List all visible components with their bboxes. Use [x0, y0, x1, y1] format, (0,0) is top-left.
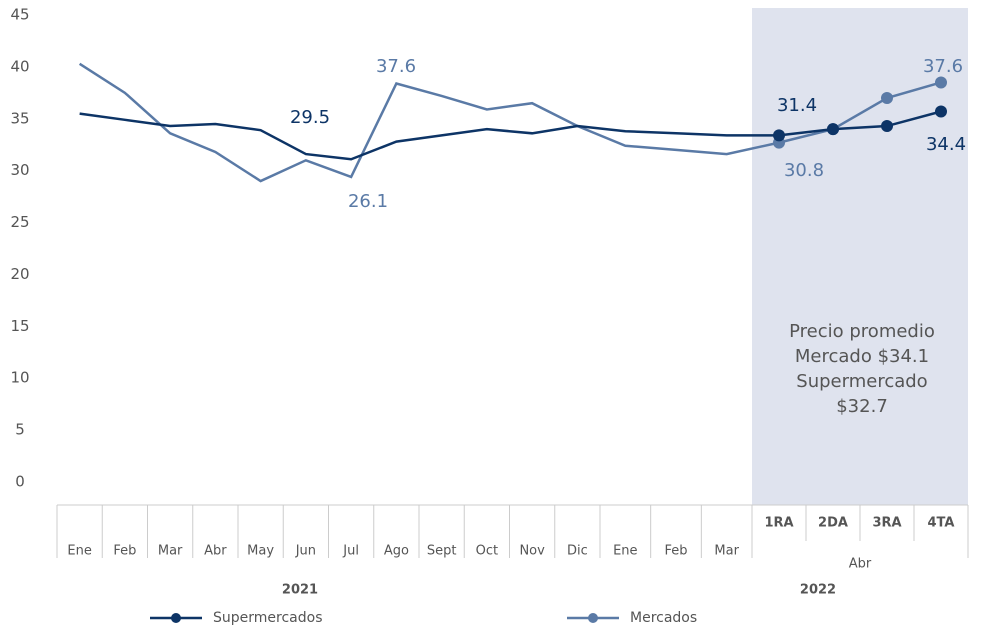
point-marker — [881, 120, 893, 133]
legend-label: Mercados — [630, 610, 697, 626]
x-tick-label: Ene — [613, 544, 637, 559]
x-tick-label: Mar — [714, 544, 739, 559]
data-annotation: 34.4 — [926, 134, 966, 155]
year-label: 2021 — [282, 583, 318, 598]
highlight-note: Precio promedio — [789, 321, 935, 342]
legend-marker — [588, 613, 598, 623]
x-tick-label: Feb — [113, 544, 136, 559]
data-annotation: 37.6 — [376, 56, 416, 77]
highlight-region — [752, 8, 968, 505]
y-tick-label: 20 — [10, 265, 29, 283]
x-tick-label: Mar — [158, 544, 183, 559]
data-annotation: 30.8 — [784, 160, 824, 181]
x-tick-label: Feb — [664, 544, 687, 559]
y-tick-label: 0 — [15, 473, 25, 491]
point-marker — [935, 105, 947, 118]
x-tick-label: Abr — [204, 544, 227, 559]
data-annotation: 29.5 — [290, 107, 330, 128]
point-marker — [881, 92, 893, 105]
x-tick-label: 4TA — [928, 516, 955, 531]
year-label: 2022 — [800, 583, 836, 598]
legend-label: Supermercados — [213, 610, 323, 626]
highlight-note: $32.7 — [836, 396, 888, 417]
y-tick-label: 25 — [10, 213, 29, 231]
y-tick-label: 10 — [10, 369, 29, 387]
sub-group-label: Abr — [849, 557, 872, 572]
y-tick-label: 5 — [15, 421, 25, 439]
x-tick-label: Ago — [384, 544, 409, 559]
x-tick-label: Dic — [567, 544, 588, 559]
data-annotation: 26.1 — [348, 191, 388, 212]
y-tick-label: 35 — [10, 109, 29, 127]
x-tick-label: 1RA — [764, 516, 793, 531]
x-tick-label: Jun — [295, 544, 316, 559]
y-tick-label: 30 — [10, 161, 29, 179]
point-marker — [773, 129, 786, 142]
highlight-note: Mercado $34.1 — [795, 346, 929, 367]
data-annotation: 37.6 — [923, 56, 963, 77]
x-tick-label: Oct — [476, 544, 498, 559]
y-tick-label: 45 — [10, 6, 29, 24]
point-marker — [827, 123, 839, 136]
y-tick-label: 15 — [10, 317, 29, 335]
legend-marker — [171, 613, 181, 623]
x-tick-label: May — [247, 544, 274, 559]
x-tick-label: Jul — [342, 544, 359, 559]
x-tick-label: 3RA — [872, 516, 901, 531]
highlight-note: Supermercado — [796, 371, 927, 392]
x-tick-label: Sept — [427, 544, 457, 559]
y-tick-label: 40 — [10, 57, 29, 75]
x-tick-label: 2DA — [818, 516, 848, 531]
point-marker — [935, 76, 947, 89]
data-annotation: 31.4 — [777, 95, 817, 116]
x-tick-label: Nov — [519, 544, 545, 559]
x-tick-label: Ene — [67, 544, 91, 559]
